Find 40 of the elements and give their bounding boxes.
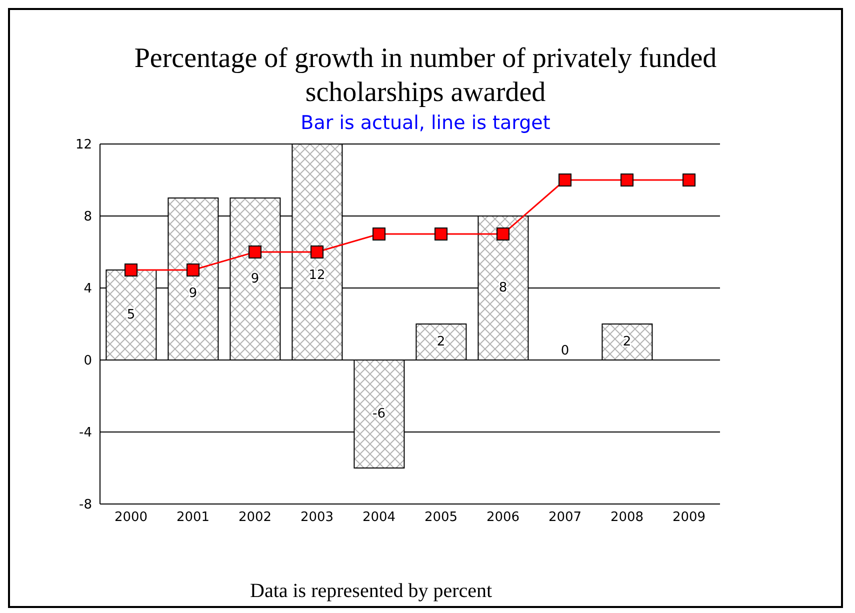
y-tick-label: 8 <box>84 210 92 225</box>
point <box>124 264 138 276</box>
x-tick-label: 2007 <box>548 510 582 526</box>
point <box>496 228 510 240</box>
bar <box>416 324 467 360</box>
data-label: 12 <box>308 268 326 283</box>
x-tick-label: 2002 <box>238 510 272 526</box>
point <box>620 174 634 186</box>
data-label: 9 <box>250 272 260 286</box>
point <box>372 228 386 240</box>
data-label: 5 <box>126 308 136 322</box>
x-tick-label: 2004 <box>362 510 396 526</box>
y-tick-label: 12 <box>75 138 92 153</box>
data-label: 2 <box>622 334 632 350</box>
y-tick-label: 4 <box>84 282 92 297</box>
text: Data is represented by percent <box>250 580 492 603</box>
x-tick-label: 2009 <box>672 510 706 526</box>
data-label: 8 <box>498 280 508 296</box>
x-tick-label: 2008 <box>610 510 644 526</box>
x-tick-label: 2006 <box>486 510 520 526</box>
data-label: 2 <box>436 334 446 350</box>
y-tick-label: -4 <box>79 426 92 441</box>
x-tick-label: 2001 <box>176 510 210 526</box>
point <box>310 246 324 258</box>
data-label: 0 <box>560 344 570 358</box>
bar <box>602 324 653 360</box>
x-tick-label: 2003 <box>300 510 334 526</box>
data-label: 9 <box>188 286 198 301</box>
point <box>186 264 200 276</box>
point <box>558 174 572 186</box>
x-tick-label: 2005 <box>424 510 458 526</box>
y-tick-label: -8 <box>79 498 92 513</box>
y-tick-label: 0 <box>84 354 92 369</box>
point <box>434 228 448 240</box>
chart-title: Percentage of growth in number of privately funded scholarships awarded <box>133 42 718 110</box>
x-tick-label: 2000 <box>114 510 148 526</box>
chart-subtitle: Bar is actual, line is target <box>300 112 552 134</box>
data-label: -6 <box>372 406 386 422</box>
point <box>682 174 696 186</box>
point <box>248 246 262 258</box>
